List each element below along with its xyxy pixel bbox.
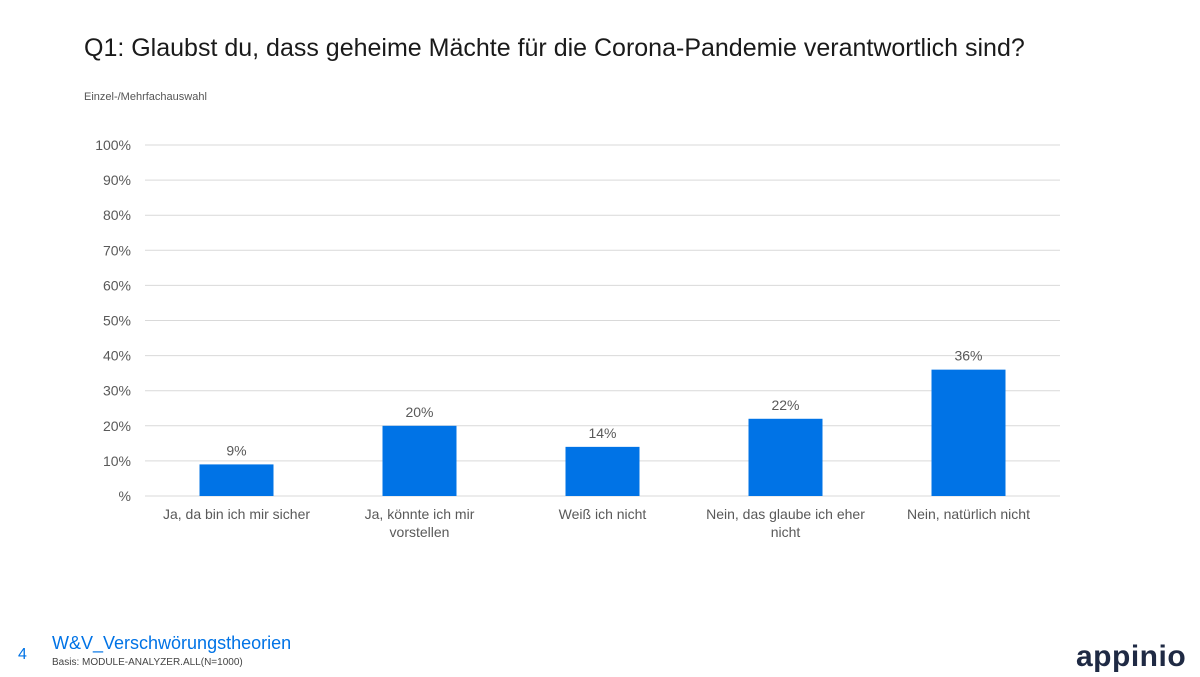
bar (199, 464, 274, 496)
bar-layer (199, 369, 1006, 496)
bar (565, 446, 640, 496)
data-label: 14% (588, 425, 616, 441)
x-tick-layer: Ja, da bin ich mir sicher Ja, könnte ich … (163, 506, 1030, 540)
grid-layer (145, 144, 1060, 497)
y-tick-label: 80% (103, 207, 131, 223)
bar-chart: % 10% 20% 30% 40% 50% 60% 70% 80% 90% 100% 9% 20% 14… (95, 137, 1060, 540)
y-tick-label: 60% (103, 277, 131, 293)
chart-subtitle: Einzel-/Mehrfachauswahl (84, 91, 207, 103)
bar (931, 369, 1006, 496)
y-tick-label: 20% (103, 418, 131, 434)
y-tick-label: 30% (103, 383, 131, 399)
data-label: 22% (771, 397, 799, 413)
x-tick-label: Weiß ich nicht (559, 506, 647, 522)
page-number: 4 (18, 646, 27, 663)
x-tick-label: Nein, natürlich nicht (907, 506, 1030, 522)
x-tick-label: Ja, könnte ich mir vorstellen (365, 506, 475, 540)
data-label: 20% (405, 404, 433, 420)
y-tick-layer: % 10% 20% 30% 40% 50% 60% 70% 80% 90% 100% (95, 137, 131, 504)
x-tick-label: Nein, das glaube ich eher nicht (706, 506, 865, 540)
y-tick-label: 10% (103, 453, 131, 469)
bar (748, 418, 823, 496)
appinio-logo: appinio (1076, 640, 1187, 673)
y-tick-label: 70% (103, 242, 131, 258)
data-label-layer: 9% 20% 14% 22% 36% (226, 348, 982, 459)
page-title: Q1: Glaubst du, dass geheime Mächte für … (84, 34, 1025, 62)
y-tick-label: 90% (103, 172, 131, 188)
footer-title: W&V_Verschwörungstheorien (52, 633, 292, 653)
y-tick-label: 40% (103, 348, 131, 364)
data-label: 36% (954, 348, 982, 364)
data-label: 9% (226, 442, 246, 458)
y-tick-label: % (119, 488, 131, 504)
bar (382, 425, 457, 496)
x-tick-label: Ja, da bin ich mir sicher (163, 506, 310, 522)
y-tick-label: 100% (95, 137, 131, 153)
y-tick-label: 50% (103, 313, 131, 329)
footer-basis: Basis: MODULE-ANALYZER.ALL(N=1000) (52, 657, 243, 668)
